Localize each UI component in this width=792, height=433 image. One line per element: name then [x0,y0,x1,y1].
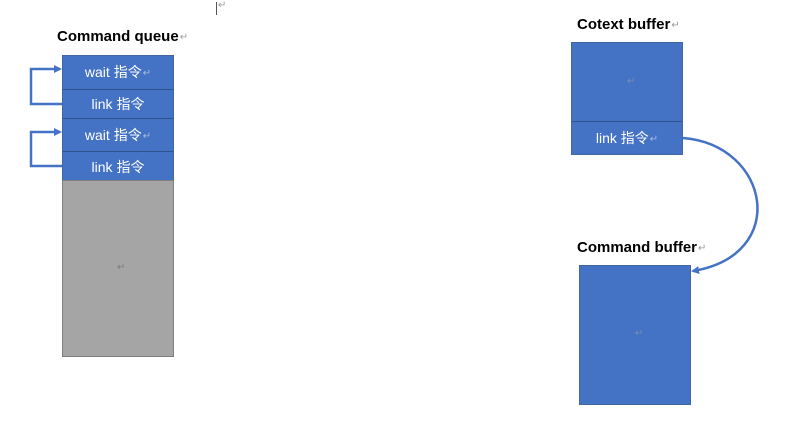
command-queue-block: wait 指令↵ link 指令 wait 指令↵ link 指令 [62,55,174,181]
curved-link-arrow [682,136,759,274]
queue-cell-wait-1: wait 指令↵ [84,64,152,80]
command-buffer-title: Command buffer↵ [577,239,707,256]
queue-cell-wait-2: wait 指令↵ [63,118,173,151]
command-buffer-para-mark: ↵ [635,328,644,339]
context-para-mark: ↵ [627,76,636,87]
loop-arrow-1 [29,65,62,106]
command-queue-title: Command queue↵ [57,28,189,45]
queue-cell-link-1: link 指令 [63,89,173,118]
context-buffer-block: ↵ link 指令↵ [571,42,683,155]
command-queue-empty-space: ↵ [62,180,174,357]
paragraph-mark: ↵ [218,0,227,11]
loop-arrow-2 [29,128,62,168]
context-buffer-title: Cotext buffer↵ [577,16,680,33]
command-buffer-block: ↵ [579,265,691,405]
empty-para-mark: ↵ [117,262,126,273]
queue-cell-link-2: link 指令 [63,151,173,181]
context-cell-link: link 指令↵ [572,121,682,155]
text-caret [216,2,217,15]
